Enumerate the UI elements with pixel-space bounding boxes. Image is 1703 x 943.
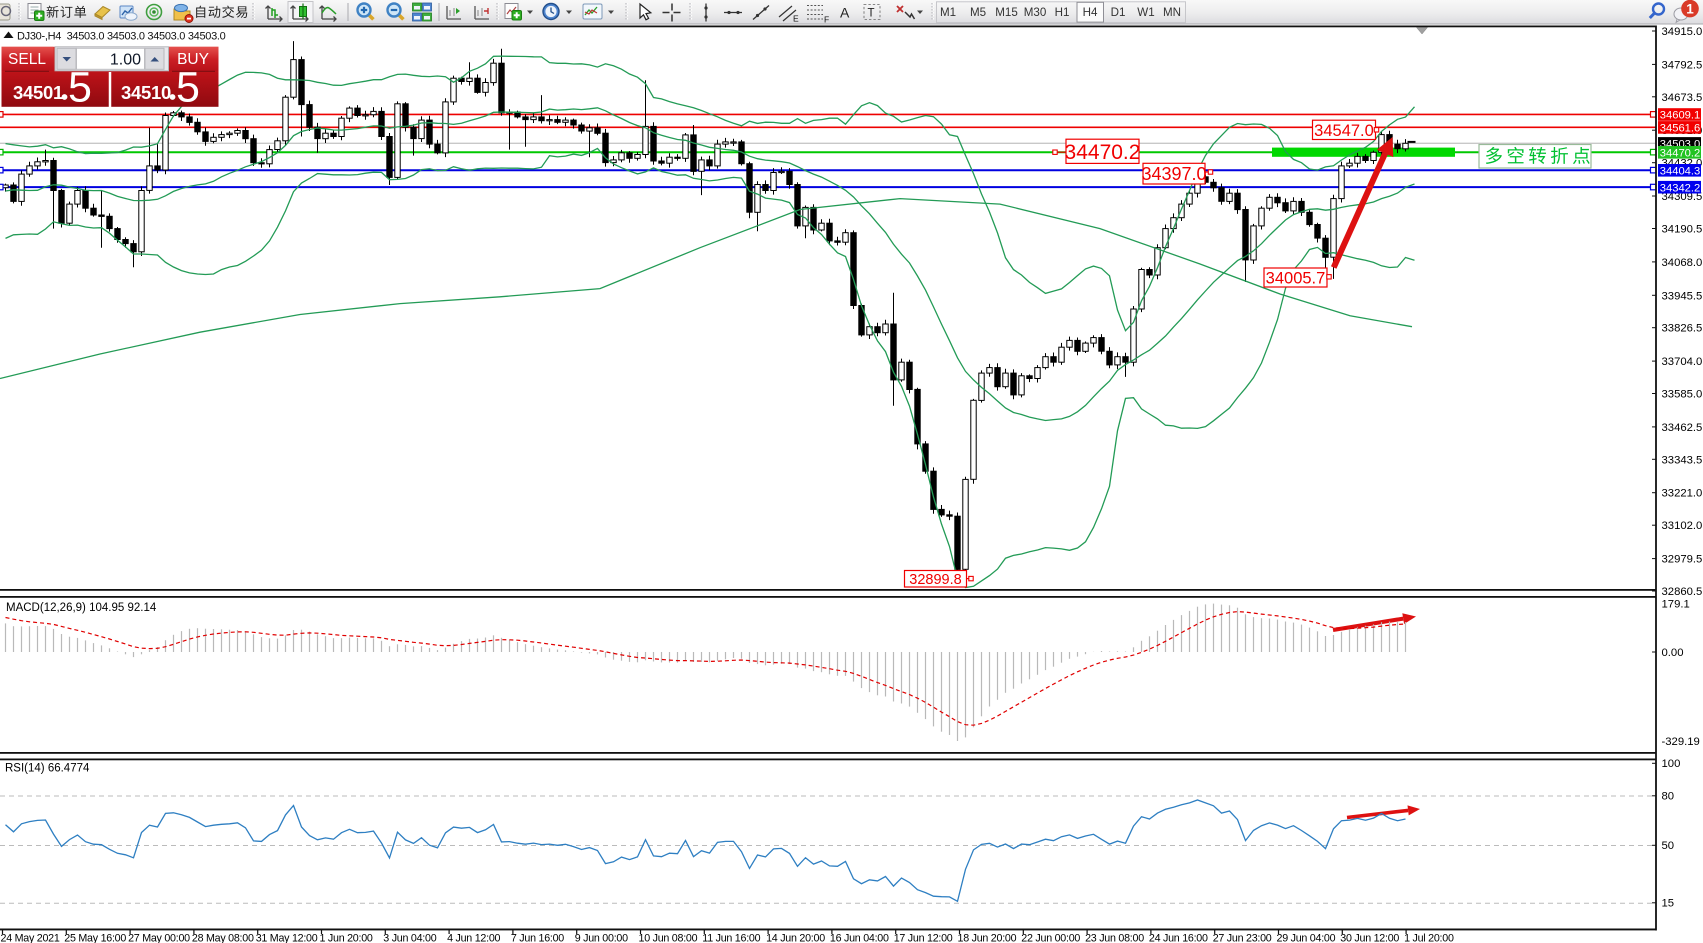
svg-text:34342.2: 34342.2 [1660,182,1700,194]
svg-text:34309.5: 34309.5 [1662,191,1703,203]
svg-text:M30: M30 [1024,6,1047,19]
svg-text:9 Jun 00:00: 9 Jun 00:00 [575,933,628,943]
svg-text:34470.2: 34470.2 [1660,148,1700,160]
svg-text:33221.0: 33221.0 [1662,488,1703,500]
svg-text:H1: H1 [1055,6,1070,19]
svg-text:W1: W1 [1137,6,1154,19]
svg-text:34501: 34501 [13,82,63,103]
svg-text:5: 5 [68,64,92,112]
svg-text:33462.5: 33462.5 [1662,422,1703,434]
svg-text:34609.1: 34609.1 [1660,110,1700,122]
svg-text:F: F [824,15,829,25]
svg-text:33585.0: 33585.0 [1662,389,1703,401]
svg-text:27 Jun 23:00: 27 Jun 23:00 [1213,933,1272,943]
svg-text:34397.0: 34397.0 [1141,164,1206,184]
svg-text:11 Jun 16:00: 11 Jun 16:00 [702,933,760,943]
svg-text:31 May 12:00: 31 May 12:00 [256,933,318,943]
svg-text:34792.5: 34792.5 [1662,59,1703,71]
svg-text:T: T [868,8,875,20]
svg-text:34190.5: 34190.5 [1662,224,1703,236]
svg-text:25 May 16:00: 25 May 16:00 [64,933,126,943]
svg-text:5: 5 [176,64,200,112]
svg-text:10 Jun 08:00: 10 Jun 08:00 [639,933,698,943]
svg-text:34547.0: 34547.0 [1314,122,1374,140]
svg-text:1 Jul 20:00: 1 Jul 20:00 [1404,933,1454,943]
svg-text:D1: D1 [1111,6,1126,19]
svg-text:M15: M15 [995,6,1018,19]
svg-text:M1: M1 [940,6,956,19]
svg-text:18 Jun 20:00: 18 Jun 20:00 [958,933,1017,943]
svg-text:7 Jun 16:00: 7 Jun 16:00 [511,933,564,943]
svg-text:M5: M5 [970,6,986,19]
svg-text:16 Jun 04:00: 16 Jun 04:00 [830,933,889,943]
svg-text:32860.5: 32860.5 [1662,586,1703,598]
svg-text:23 Jun 08:00: 23 Jun 08:00 [1085,933,1144,943]
svg-text:24 May 2021: 24 May 2021 [1,933,60,943]
svg-text:MACD(12,26,9) 104.95 92.14: MACD(12,26,9) 104.95 92.14 [6,602,157,614]
svg-text:24 Jun 16:00: 24 Jun 16:00 [1149,933,1208,943]
svg-text:33826.5: 33826.5 [1662,323,1703,335]
svg-text:E: E [793,14,799,24]
svg-text:33945.5: 33945.5 [1662,290,1703,302]
svg-text:MN: MN [1163,6,1181,19]
svg-text:33704.0: 33704.0 [1662,356,1703,368]
svg-text:50: 50 [1662,840,1675,852]
svg-text:22 Jun 00:00: 22 Jun 00:00 [1021,933,1080,943]
svg-text:29 Jun 04:00: 29 Jun 04:00 [1277,933,1336,943]
svg-text:100: 100 [1662,758,1681,770]
svg-text:4 Jun 12:00: 4 Jun 12:00 [447,933,500,943]
svg-text:34005.7: 34005.7 [1266,269,1326,287]
svg-text:34510: 34510 [121,82,171,103]
svg-text:1.00: 1.00 [110,51,141,68]
svg-text:RSI(14) 66.4774: RSI(14) 66.4774 [5,763,90,775]
svg-text:BUY: BUY [177,51,209,68]
svg-text:30 Jun 12:00: 30 Jun 12:00 [1340,933,1399,943]
svg-text:0.00: 0.00 [1662,647,1684,659]
svg-text:28 May 08:00: 28 May 08:00 [192,933,254,943]
svg-text:SELL: SELL [8,51,46,68]
svg-text:33343.5: 33343.5 [1662,454,1703,466]
svg-text:1: 1 [1686,1,1694,16]
svg-text:-329.19: -329.19 [1662,736,1700,748]
svg-text:A: A [840,5,850,21]
svg-text:32979.5: 32979.5 [1662,554,1703,566]
svg-text:34561.6: 34561.6 [1660,123,1700,135]
svg-text:32899.8: 32899.8 [909,572,961,588]
svg-text:80: 80 [1662,791,1675,803]
svg-text:3 Jun 04:00: 3 Jun 04:00 [383,933,436,943]
svg-text:34915.0: 34915.0 [1662,26,1703,38]
svg-text:34404.3: 34404.3 [1660,166,1700,178]
svg-text:17 Jun 12:00: 17 Jun 12:00 [894,933,953,943]
svg-text:1 Jun 20:00: 1 Jun 20:00 [320,933,373,943]
svg-text:34470.2: 34470.2 [1065,141,1141,164]
svg-text:H4: H4 [1083,6,1098,19]
svg-text:15: 15 [1662,898,1675,910]
svg-text:34673.5: 34673.5 [1662,92,1703,104]
svg-text:34068.0: 34068.0 [1662,257,1703,269]
svg-text:14 Jun 20:00: 14 Jun 20:00 [766,933,825,943]
svg-text:DJ30-,H4 34503.0 34503.0 3450: DJ30-,H4 34503.0 34503.0 34503.0 34503.0 [17,30,226,42]
svg-text:33102.0: 33102.0 [1662,520,1703,532]
svg-text:179.1: 179.1 [1662,599,1690,611]
svg-text:27 May 00:00: 27 May 00:00 [128,933,190,943]
